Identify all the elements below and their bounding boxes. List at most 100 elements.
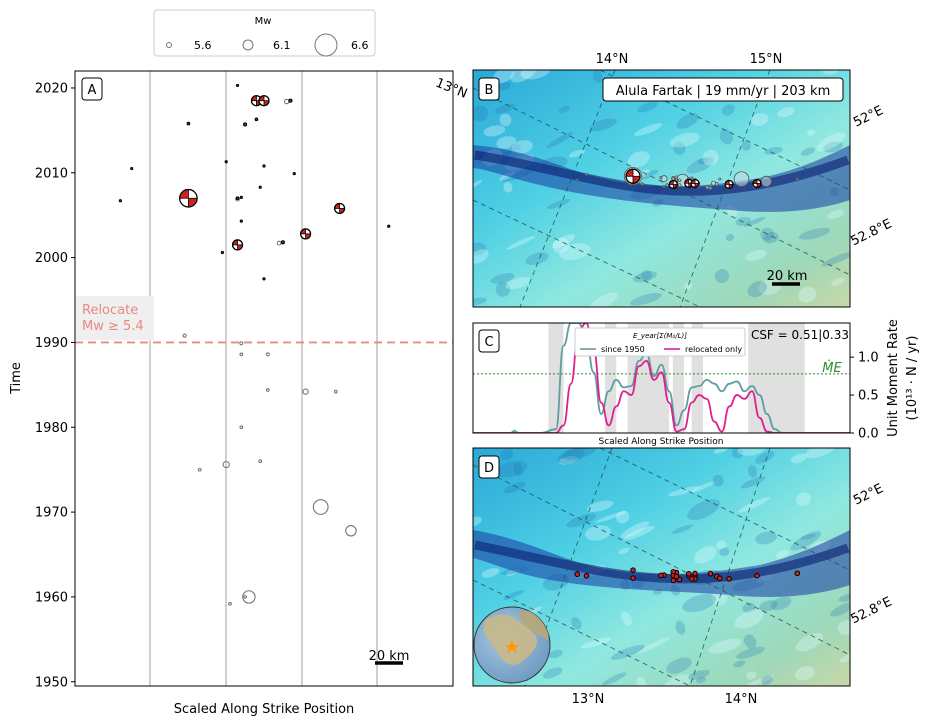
relocate-label-box xyxy=(76,296,154,340)
panel-c-series xyxy=(473,323,850,433)
relief-blob xyxy=(589,292,618,307)
relief-blob xyxy=(837,620,850,635)
relief-blob xyxy=(755,451,775,464)
panel-a-events xyxy=(118,83,391,606)
relief-blob xyxy=(473,105,488,122)
relief-blob xyxy=(714,269,730,284)
relief-blob xyxy=(742,602,756,613)
relief-blob xyxy=(636,676,647,686)
map-b-event xyxy=(674,175,679,179)
relief-blob xyxy=(637,637,671,654)
catalog-event xyxy=(276,240,282,246)
relief-blob xyxy=(746,675,775,686)
relocate-label-line1: Relocate xyxy=(82,303,138,318)
panel-c-series-line xyxy=(473,323,850,433)
panel-d-frame xyxy=(472,447,851,687)
panel-c-ylabel-line1: Unit Moment Rate xyxy=(886,319,901,437)
relief-blob xyxy=(708,638,742,654)
relief-blob xyxy=(673,141,686,155)
relief-blob xyxy=(764,146,783,155)
map-b-beachball xyxy=(668,179,678,190)
relief-blob xyxy=(580,637,612,649)
relief-blob xyxy=(829,602,850,617)
relief-blob xyxy=(795,633,824,652)
map-b-event xyxy=(760,175,772,188)
relocated-event xyxy=(262,277,266,281)
relocated-event xyxy=(243,122,248,127)
relief-blob xyxy=(690,481,716,494)
relief-blob xyxy=(666,657,692,674)
relief-blob xyxy=(737,448,766,456)
relocated-event xyxy=(235,196,240,201)
relief-blob xyxy=(790,531,822,551)
panel-d-right-tick-52e: 52°E xyxy=(851,481,886,508)
relief-blob xyxy=(821,252,850,267)
relief-blob xyxy=(641,169,659,180)
relief-blob xyxy=(838,592,850,602)
relocated-event xyxy=(220,250,225,255)
panel-c-legend-title: E_year[Σ(M₀/L)] xyxy=(633,332,687,340)
relief-blob xyxy=(719,128,733,145)
map-d-event xyxy=(673,573,680,580)
relocate-label-line2: Mw ≥ 5.4 xyxy=(82,319,144,334)
panel-c-csf: CSF = 0.51|0.33 xyxy=(751,328,849,342)
relief-blob xyxy=(805,448,839,459)
relief-blob xyxy=(473,249,489,264)
map-b-event xyxy=(662,185,666,189)
catalog-event xyxy=(302,388,309,395)
legend-label-large: 6.6 xyxy=(351,39,369,52)
relocated-event xyxy=(288,98,293,103)
panel-c-ytick-label: 0.0 xyxy=(858,427,879,442)
legend-marker-small xyxy=(166,42,172,48)
panel-b-events xyxy=(575,167,799,191)
panel-b-transform-trough xyxy=(474,150,850,196)
panel-a-ytick-label: 1970 xyxy=(35,506,68,521)
panel-a: Relocate Mw ≥ 5.4 1950 1960 1970 1980 1990 20… xyxy=(9,70,454,717)
relief-blob xyxy=(777,107,795,118)
map-b-event xyxy=(665,183,669,187)
relief-blob xyxy=(620,521,650,539)
relief-blob xyxy=(725,234,735,242)
map-b-event xyxy=(659,175,663,179)
map-b-event xyxy=(640,182,645,186)
panel-b-right-tick-52e: 52°E xyxy=(851,103,886,130)
relief-blob xyxy=(525,252,549,266)
relief-blob xyxy=(551,234,576,249)
relief-blob xyxy=(735,217,751,226)
map-d-event xyxy=(717,575,723,582)
relief-blob xyxy=(497,82,511,91)
relief-blob xyxy=(490,273,515,284)
relief-blob xyxy=(798,286,817,303)
relief-blob xyxy=(511,140,533,155)
panel-c-shaded-span xyxy=(604,323,617,433)
location-globe xyxy=(473,606,551,684)
relief-blob xyxy=(641,270,652,281)
map-d-event xyxy=(689,576,695,582)
relief-blob xyxy=(494,103,516,114)
relocated-event xyxy=(254,117,259,122)
relief-blob xyxy=(584,525,612,541)
relief-blob xyxy=(557,448,585,465)
map-b-beachball xyxy=(724,179,734,190)
relief-blob xyxy=(741,140,751,151)
relocated-event xyxy=(235,83,240,88)
catalog-event xyxy=(239,425,244,430)
panel-c-ytick-label: 0.5 xyxy=(858,389,879,404)
map-b-beachball xyxy=(752,178,762,189)
map-b-event xyxy=(677,183,682,188)
relief-blob xyxy=(520,70,552,80)
panel-b-frame xyxy=(472,69,851,308)
relief-blob xyxy=(559,243,591,261)
panel-d-bottom-tick-14n: 14°N xyxy=(725,692,758,707)
relocated-event xyxy=(186,121,191,126)
relief-blob xyxy=(500,448,514,461)
relief-blob xyxy=(623,525,655,541)
relief-blob xyxy=(627,151,650,168)
relief-blob xyxy=(831,277,845,286)
relief-blob xyxy=(740,476,766,489)
catalog-event xyxy=(265,352,270,357)
catalog-event xyxy=(197,467,202,472)
relief-blob xyxy=(499,113,512,127)
panel-c: 0.0 0.5 1.0 C E_year[Σ(M₀/L)] since 1950 r… xyxy=(472,319,920,447)
panel-c-legend-box xyxy=(574,327,746,357)
